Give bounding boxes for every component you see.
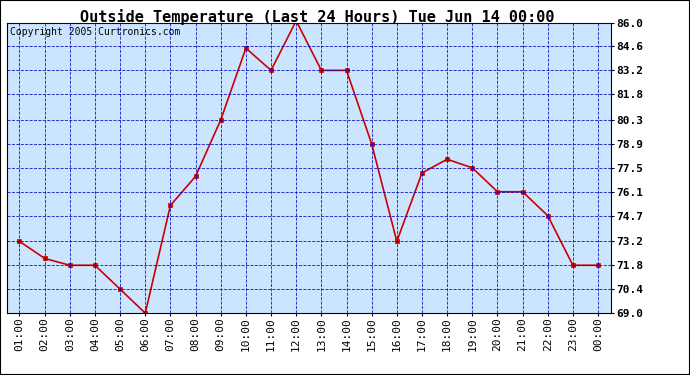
Text: Copyright 2005 Curtronics.com: Copyright 2005 Curtronics.com <box>10 27 180 37</box>
Text: Outside Temperature (Last 24 Hours) Tue Jun 14 00:00: Outside Temperature (Last 24 Hours) Tue … <box>80 9 555 26</box>
